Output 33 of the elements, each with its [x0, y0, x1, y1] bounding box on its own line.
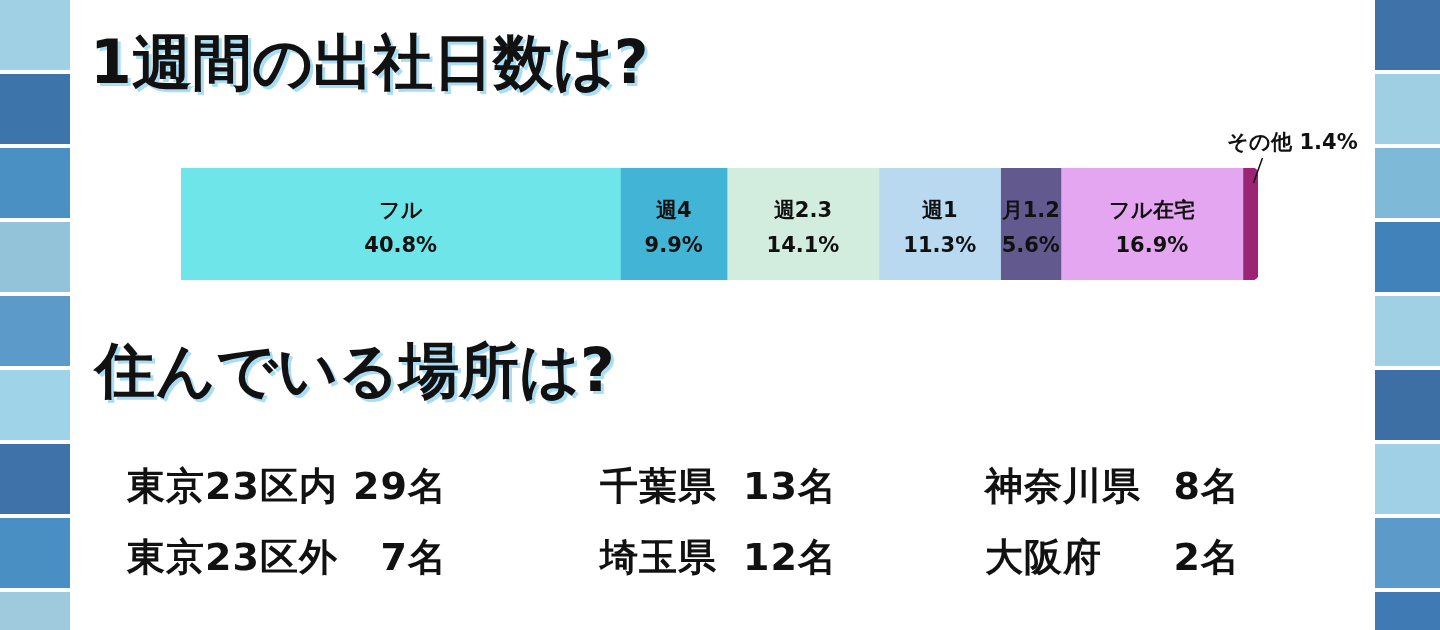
data-label: 5.6% — [1001, 233, 1060, 258]
category-label: 千葉県 — [600, 464, 717, 508]
category-label: 大阪府 — [985, 535, 1102, 579]
category-label: 埼玉県 — [600, 535, 717, 579]
text: 7名 — [380, 535, 447, 579]
text: 29名 — [353, 464, 447, 508]
series-label: 月1.2 — [1000, 198, 1060, 223]
bar — [181, 168, 621, 280]
data-label: 14.1% — [766, 233, 840, 258]
text: 2名 — [1173, 535, 1240, 579]
bar — [1060, 168, 1244, 280]
text: 住んでいる場所は? — [95, 335, 615, 405]
data-label: 40.8% — [364, 233, 438, 258]
chart-title: 1週間の出社日数は? — [90, 27, 649, 97]
text: 12名 — [743, 535, 837, 579]
bar — [878, 168, 1001, 280]
text: その他 1.4% — [1227, 130, 1358, 155]
category-label: 東京23区内 — [127, 464, 338, 508]
text: 13名 — [743, 464, 837, 508]
bar — [620, 168, 728, 280]
bar — [726, 168, 880, 280]
category-label: 神奈川県 — [985, 464, 1141, 508]
category-label: 東京23区外 — [127, 535, 338, 579]
bar — [1242, 168, 1258, 280]
series-label: フル — [378, 198, 423, 223]
series-label: 週4 — [655, 198, 692, 223]
data-label: 16.9% — [1115, 233, 1189, 258]
text: 8名 — [1173, 464, 1240, 508]
series-label: フル在宅 — [1108, 198, 1195, 223]
data-label: 9.9% — [644, 233, 703, 258]
series-label: 週2.3 — [773, 198, 833, 223]
data-label: 11.3% — [903, 233, 977, 258]
series-label: 週1 — [921, 198, 958, 223]
